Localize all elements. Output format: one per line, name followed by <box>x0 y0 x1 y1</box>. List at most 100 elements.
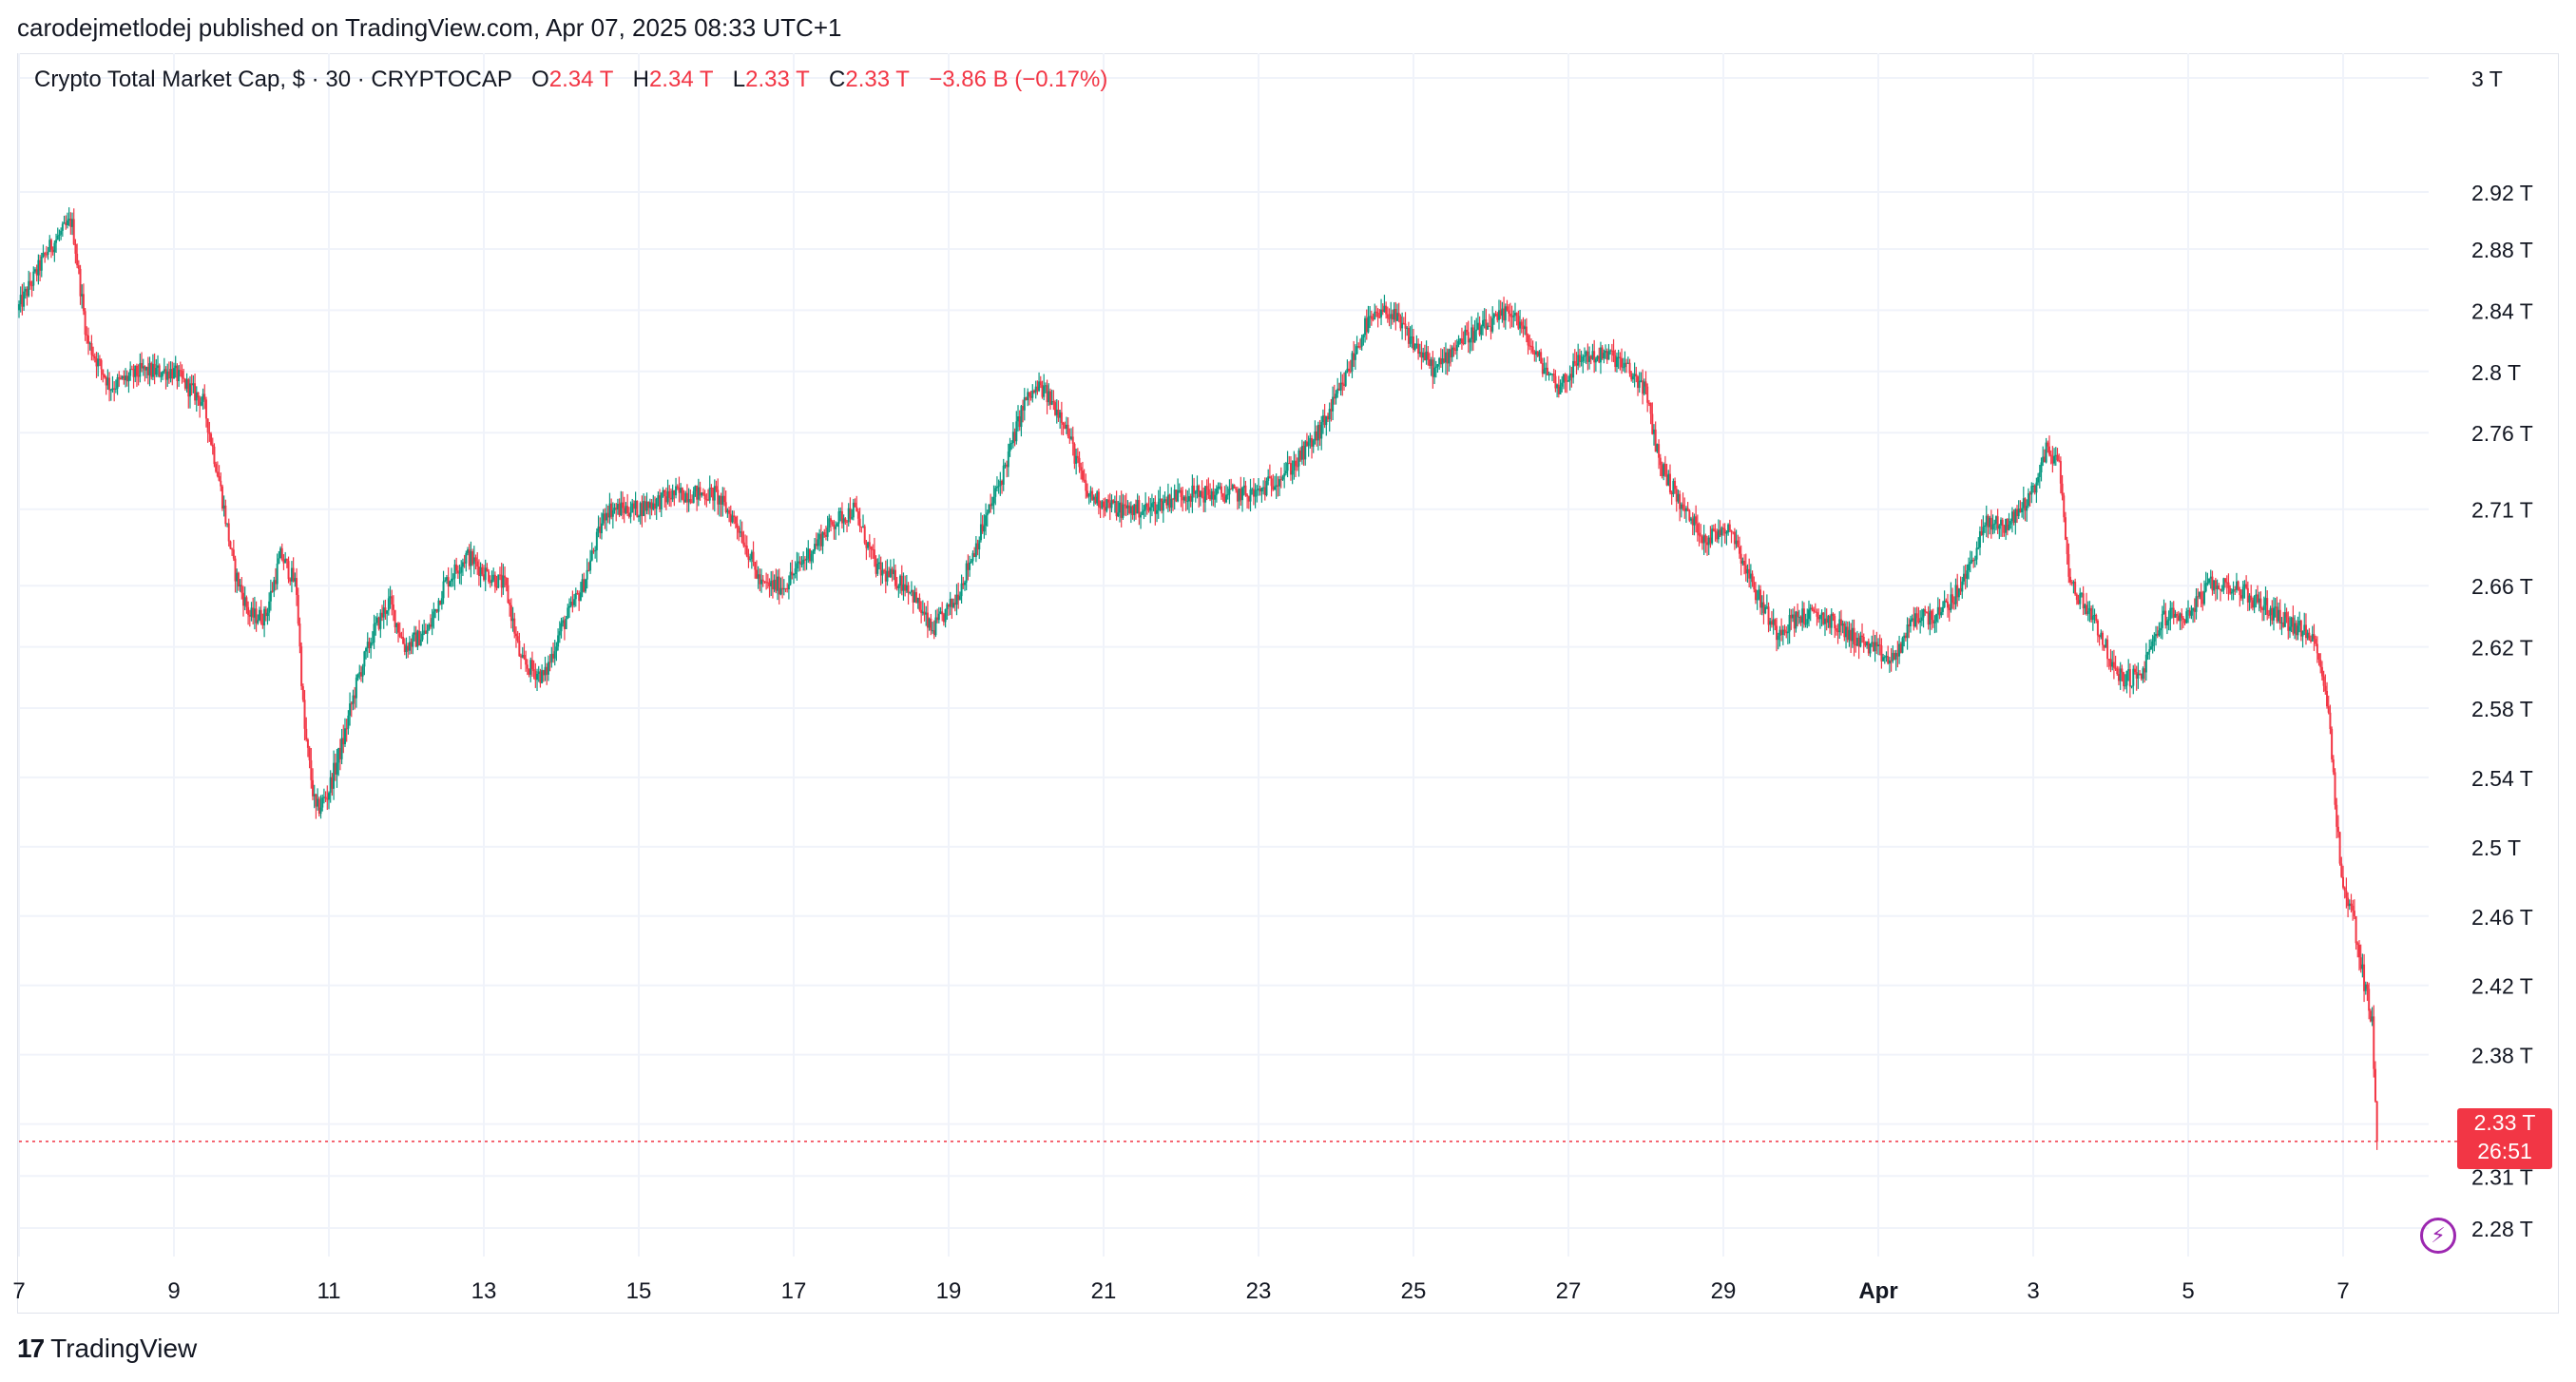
candle-body <box>1675 489 1678 502</box>
candle-body <box>1878 644 1881 646</box>
candle-body <box>296 578 298 595</box>
candle-body <box>2123 672 2125 686</box>
candle-body <box>1283 473 1286 477</box>
x-tick-label: 7 <box>12 1278 25 1304</box>
candle-body <box>546 666 548 675</box>
candle-body <box>352 695 355 704</box>
candle-body <box>590 550 593 561</box>
candle-body <box>1070 436 1073 439</box>
candle-body <box>2171 607 2174 609</box>
candle-body <box>49 240 52 250</box>
candle-body <box>1566 380 1568 382</box>
candle-body <box>925 612 928 615</box>
tradingview-brand[interactable]: 17 TradingView <box>17 1334 197 1364</box>
candle-body <box>176 365 179 381</box>
candle-body <box>2074 582 2077 595</box>
candle-body <box>1695 516 1698 524</box>
candle-body <box>2285 612 2288 618</box>
candle-body <box>245 597 248 607</box>
candle-body <box>1275 485 1278 488</box>
candle-body <box>1391 314 1394 320</box>
candle-body <box>477 566 480 577</box>
candle-body <box>1180 489 1182 497</box>
candle-body <box>992 496 995 504</box>
candle-body <box>1764 606 1767 614</box>
candle-body <box>1741 560 1744 564</box>
candle-body <box>536 673 539 681</box>
candle-body <box>936 617 939 621</box>
candle-body <box>1991 524 1994 530</box>
candle-body <box>2258 598 2260 603</box>
candle-body <box>1281 476 1284 480</box>
candle-body <box>1990 517 1992 530</box>
candle-body <box>958 596 961 601</box>
candle-body <box>786 588 789 590</box>
candle-body <box>849 508 852 519</box>
candle-body <box>334 762 336 775</box>
candle-body <box>456 570 459 573</box>
candle-body <box>2368 989 2371 1011</box>
candle-body <box>1052 401 1055 403</box>
candle-body <box>1278 479 1281 487</box>
candle-body <box>722 495 725 503</box>
candle-body <box>1317 425 1319 441</box>
candle-body <box>844 518 847 522</box>
candle-body <box>349 703 352 716</box>
candle-body <box>313 794 316 797</box>
candle-body <box>1233 485 1236 489</box>
x-tick-label: 21 <box>1091 1278 1117 1304</box>
candle-body <box>1376 312 1379 317</box>
candle-body <box>2324 685 2327 691</box>
candle-body <box>1519 321 1522 329</box>
candle-body <box>702 492 704 495</box>
candle-body <box>1762 602 1765 614</box>
candle-body <box>1235 488 1238 490</box>
candle-body <box>884 570 887 582</box>
candle-body <box>1759 589 1762 608</box>
candle-body <box>1698 532 1701 536</box>
candle-body <box>713 486 716 501</box>
candle-body <box>1299 450 1302 460</box>
candle-body <box>645 501 648 511</box>
candle-body <box>60 230 63 235</box>
candle-body <box>626 506 629 514</box>
candle-body <box>2353 911 2355 916</box>
candle-body <box>631 503 634 513</box>
candle-body <box>1220 486 1222 494</box>
candle-body <box>760 579 763 585</box>
candle-body <box>356 674 359 678</box>
candle-body <box>1947 602 1950 608</box>
candle-body <box>2208 578 2211 584</box>
candle-body <box>1727 524 1730 533</box>
candle-body <box>1002 465 1005 485</box>
candle-body <box>2001 519 2004 527</box>
candle-body <box>460 566 463 573</box>
candle-body <box>2350 903 2353 906</box>
candle-body <box>2316 643 2318 654</box>
candle-body <box>2169 607 2172 620</box>
candle-body <box>2240 595 2243 599</box>
candle-body <box>375 623 377 624</box>
candle-body <box>1723 528 1726 534</box>
candle-body <box>1473 331 1476 343</box>
candle-body <box>158 365 161 377</box>
candle-body <box>181 371 183 378</box>
candle-body <box>1149 507 1152 511</box>
candle-body <box>701 492 703 496</box>
lightning-bolt-icon[interactable]: ⚡ <box>2420 1218 2456 1254</box>
candle-body <box>1943 600 1946 607</box>
candle-body <box>187 379 190 397</box>
candle-body <box>37 259 40 276</box>
candle-body <box>1737 540 1740 547</box>
candle-body <box>1198 485 1201 497</box>
chart-frame[interactable] <box>17 53 2559 1314</box>
candle-body <box>1173 489 1176 500</box>
candle-body <box>1062 422 1065 425</box>
symbol-title[interactable]: Crypto Total Market Cap, $ · 30 · CRYPTO… <box>34 67 512 92</box>
candle-body <box>2103 644 2105 648</box>
candle-body <box>444 580 447 582</box>
candle-body <box>682 499 685 503</box>
candle-body <box>1372 318 1375 320</box>
candle-body <box>379 612 382 629</box>
